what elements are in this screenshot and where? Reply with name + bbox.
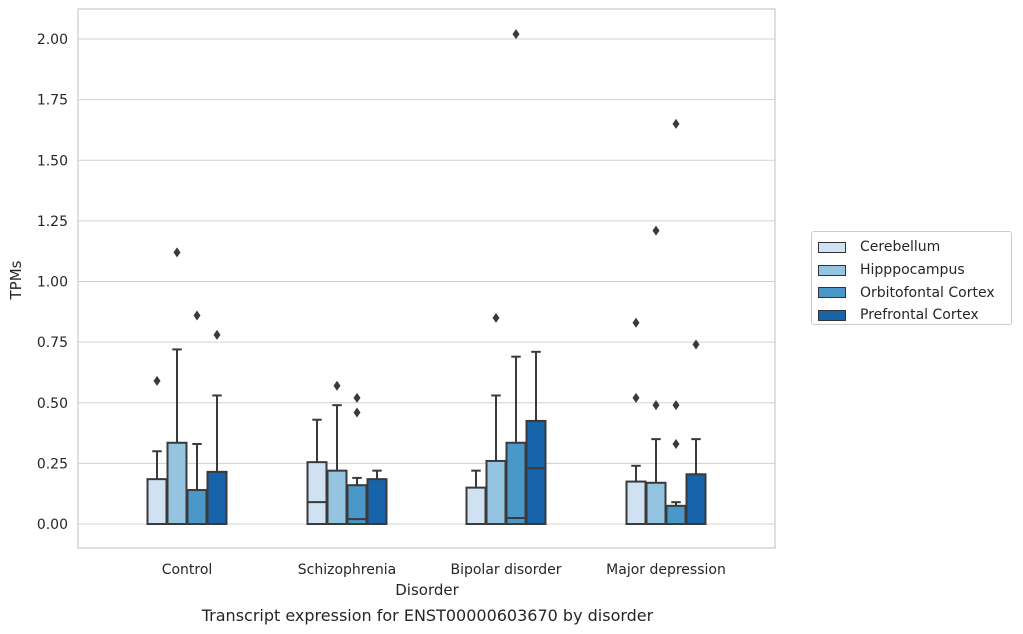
plot-frame xyxy=(77,8,776,549)
legend-swatch xyxy=(818,241,846,253)
box xyxy=(525,419,547,525)
outlier-point xyxy=(213,329,221,340)
y-tick-label: 0.50 xyxy=(37,396,68,412)
outlier-point xyxy=(353,407,361,418)
legend-item-prefrontal-cortex: Prefrontal Cortex xyxy=(818,304,1011,327)
y-tick-label: 0.25 xyxy=(37,456,68,472)
box xyxy=(326,469,348,525)
box xyxy=(166,441,188,526)
legend-label: Hipppocampus xyxy=(860,262,965,279)
outlier-point xyxy=(632,317,640,328)
box xyxy=(685,473,707,526)
outlier-point xyxy=(193,310,201,321)
x-tick-label: Schizophrenia xyxy=(298,562,396,578)
legend-swatch xyxy=(818,287,846,299)
outlier-point xyxy=(652,225,660,236)
legend-item-hippocampus: Hipppocampus xyxy=(818,259,1011,282)
box xyxy=(465,486,487,525)
outlier-point xyxy=(692,339,700,350)
outlier-point xyxy=(333,380,341,391)
outlier-point xyxy=(353,392,361,403)
outlier-point xyxy=(173,247,181,258)
y-axis-label: TPMs xyxy=(7,260,25,300)
legend-swatch xyxy=(818,309,846,321)
chart-caption: Transcript expression for ENST0000060367… xyxy=(201,606,654,625)
outlier-point xyxy=(672,438,680,449)
box xyxy=(306,461,328,526)
y-tick-label: 1.50 xyxy=(37,153,68,169)
box xyxy=(645,481,667,525)
x-tick-label: Major depression xyxy=(606,562,726,578)
box xyxy=(366,478,388,526)
outlier-point xyxy=(492,312,500,323)
box xyxy=(186,489,208,525)
x-tick-label: Control xyxy=(162,562,213,578)
y-tick-label: 0.00 xyxy=(37,517,68,533)
outlier-point xyxy=(672,118,680,129)
x-tick-label: Bipolar disorder xyxy=(450,562,561,578)
legend-label: Orbitofontal Cortex xyxy=(860,284,995,301)
box xyxy=(505,441,527,526)
y-tick-label: 1.25 xyxy=(37,214,68,230)
outlier-point xyxy=(512,29,520,40)
box xyxy=(485,459,507,526)
outlier-point xyxy=(153,375,161,386)
y-tick-label: 1.00 xyxy=(37,275,68,291)
box xyxy=(665,504,687,525)
legend-item-orbitofrontal-cortex: Orbitofontal Cortex xyxy=(818,281,1011,304)
outlier-point xyxy=(672,400,680,411)
box xyxy=(206,470,228,525)
box xyxy=(146,478,168,526)
chart-legend: Cerebellum Hipppocampus Orbitofontal Cor… xyxy=(811,231,1012,325)
box xyxy=(625,480,647,525)
legend-item-cerebellum: Cerebellum xyxy=(818,236,1011,259)
x-axis-label: Disorder xyxy=(395,581,459,599)
legend-swatch xyxy=(818,264,846,276)
y-tick-label: 2.00 xyxy=(37,32,68,48)
y-tick-label: 1.75 xyxy=(37,93,68,109)
legend-label: Prefrontal Cortex xyxy=(860,307,979,324)
y-tick-label: 0.75 xyxy=(37,335,68,351)
legend-label: Cerebellum xyxy=(860,239,941,256)
outlier-point xyxy=(632,392,640,403)
outlier-point xyxy=(652,400,660,411)
